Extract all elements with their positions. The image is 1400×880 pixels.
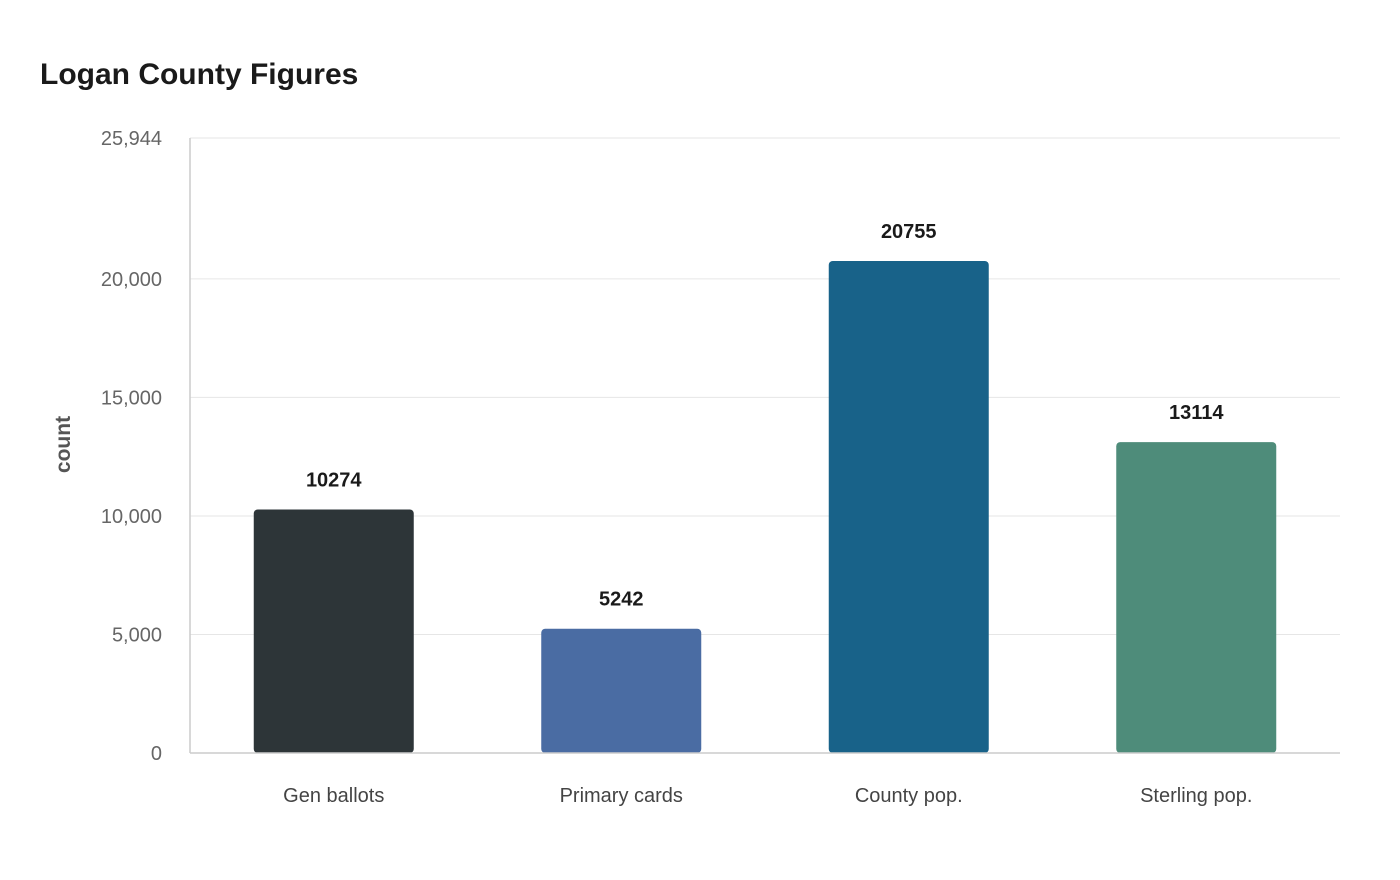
y-tick-label: 10,000	[101, 506, 162, 528]
bar-3	[1116, 442, 1277, 753]
bar-0	[253, 509, 414, 753]
bars	[253, 261, 1277, 753]
data-label: 20755	[881, 221, 937, 243]
bar-1	[541, 628, 702, 753]
data-labels: 10274 5242 20755 13114	[306, 221, 1224, 611]
x-tick-label: Primary cards	[560, 785, 683, 807]
data-label: 13114	[1169, 402, 1224, 424]
y-tick-label: 15,000	[101, 387, 162, 409]
data-label: 5242	[599, 589, 644, 611]
y-axis-ticks: 0 5,000 10,000 15,000 20,000 25,944	[101, 128, 162, 765]
y-tick-label: 5,000	[112, 624, 162, 646]
x-tick-label: Gen ballots	[283, 785, 384, 807]
bar-2	[828, 261, 989, 753]
x-tick-label: Sterling pop.	[1140, 785, 1252, 807]
data-label: 10274	[306, 469, 362, 491]
chart-title: Logan County Figures	[40, 58, 359, 91]
y-tick-label: 25,944	[101, 128, 162, 150]
x-tick-label: County pop.	[855, 785, 963, 807]
y-axis-title: count	[52, 416, 75, 473]
x-axis-ticks: Gen ballots Primary cards County pop. Sterl…	[283, 785, 1252, 807]
y-tick-label: 20,000	[101, 269, 162, 291]
y-tick-label: 0	[151, 743, 162, 765]
